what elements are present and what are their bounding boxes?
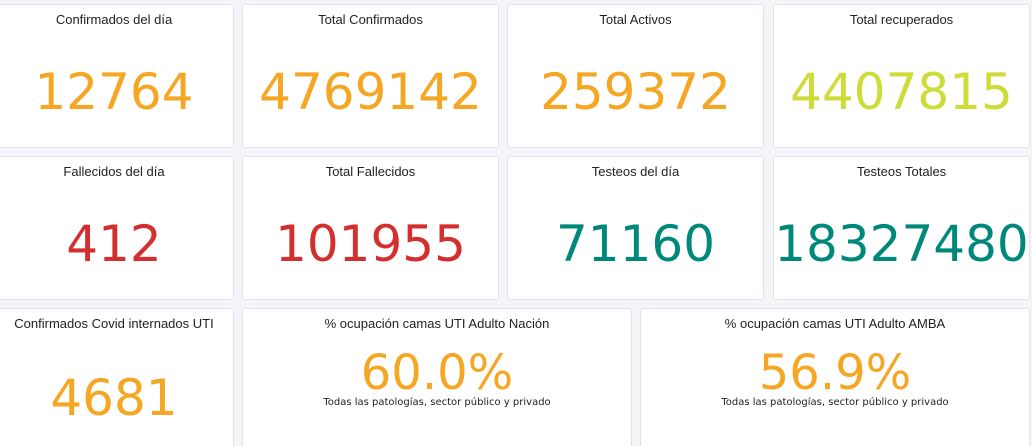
- card-ocupacion-uti-amba: % ocupación camas UTI Adulto AMBA 56.9% …: [640, 308, 1030, 446]
- card-value: 101955: [275, 215, 466, 273]
- card-title: Confirmados Covid internados UTI: [14, 316, 214, 331]
- card-title: Total Activos: [599, 12, 672, 27]
- card-testeos-del-dia: Testeos del día 71160: [507, 156, 764, 300]
- card-value: 4407815: [790, 63, 1013, 121]
- card-value: 412: [66, 215, 162, 273]
- card-testeos-totales: Testeos Totales 18327480: [773, 156, 1030, 300]
- card-title: % ocupación camas UTI Adulto AMBA: [724, 316, 946, 331]
- card-confirmados-del-dia: Confirmados del día 12764: [0, 4, 234, 148]
- card-value: 4681: [50, 369, 178, 427]
- card-value: 18327480: [774, 215, 1029, 273]
- card-title: % ocupación camas UTI Adulto Nación: [324, 316, 550, 331]
- card-value: 71160: [555, 215, 716, 273]
- card-title: Testeos del día: [591, 164, 680, 179]
- card-title: Total recuperados: [849, 12, 954, 27]
- card-title: Testeos Totales: [856, 164, 947, 179]
- card-subtitle: Todas las patologías, sector público y p…: [323, 397, 551, 408]
- card-fallecidos-del-dia: Fallecidos del día 412: [0, 156, 234, 300]
- card-subtitle: Todas las patologías, sector público y p…: [721, 397, 949, 408]
- card-value: 60.0%: [360, 345, 514, 401]
- card-title: Fallecidos del día: [63, 164, 165, 179]
- card-title: Total Confirmados: [318, 12, 423, 27]
- card-title: Total Fallecidos: [325, 164, 416, 179]
- card-total-fallecidos: Total Fallecidos 101955: [242, 156, 499, 300]
- card-total-activos: Total Activos 259372: [507, 4, 764, 148]
- card-value: 12764: [34, 63, 194, 121]
- card-confirmados-covid-internados-uti: Confirmados Covid internados UTI 4681: [0, 308, 234, 446]
- card-value: 56.9%: [758, 345, 912, 401]
- card-total-recuperados: Total recuperados 4407815: [773, 4, 1030, 148]
- card-title: Confirmados del día: [55, 12, 173, 27]
- card-value: 4769142: [259, 63, 482, 121]
- card-ocupacion-uti-nacion: % ocupación camas UTI Adulto Nación 60.0…: [242, 308, 632, 446]
- card-value: 259372: [540, 63, 731, 121]
- card-total-confirmados: Total Confirmados 4769142: [242, 4, 499, 148]
